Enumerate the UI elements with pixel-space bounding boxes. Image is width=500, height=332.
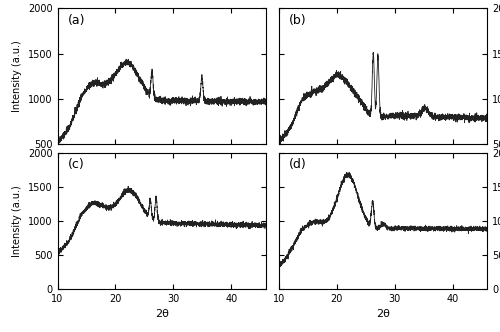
Text: (c): (c): [68, 158, 84, 171]
Y-axis label: Intensity (a.u.): Intensity (a.u.): [12, 185, 22, 257]
Y-axis label: Intensity (a.u.): Intensity (a.u.): [12, 41, 22, 112]
Text: (d): (d): [289, 158, 307, 171]
Text: (b): (b): [289, 14, 307, 27]
X-axis label: 2θ: 2θ: [376, 309, 390, 319]
X-axis label: 2θ: 2θ: [155, 309, 169, 319]
Text: (a): (a): [68, 14, 86, 27]
